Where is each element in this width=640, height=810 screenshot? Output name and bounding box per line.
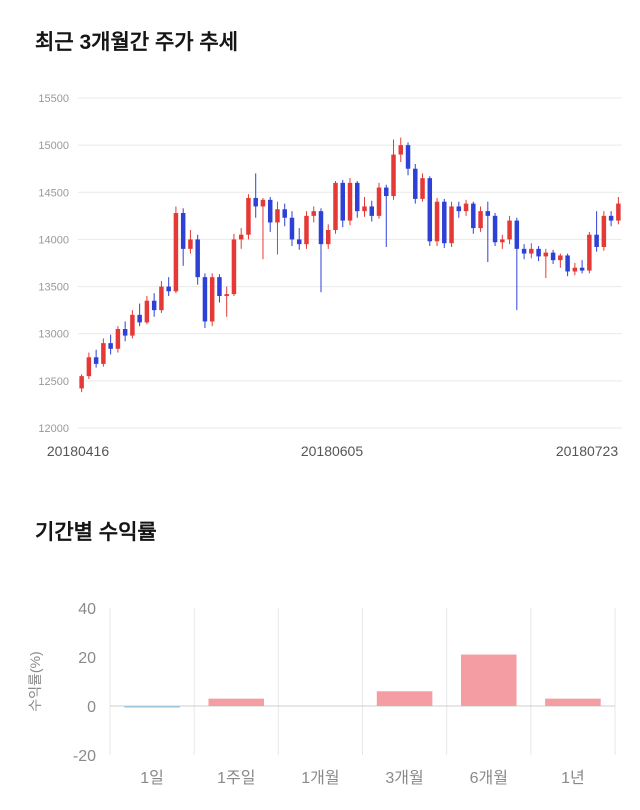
returns-chart-title: 기간별 수익률 <box>35 521 157 544</box>
price-chart-title: 최근 3개월간 주가 추세 <box>35 31 239 54</box>
candles <box>79 137 621 393</box>
returns-bars <box>124 654 601 708</box>
svg-text:14500: 14500 <box>38 187 69 199</box>
price-gridlines <box>78 97 622 429</box>
bar-6개월 <box>460 654 517 706</box>
svg-text:13500: 13500 <box>38 282 69 294</box>
bar-3개월 <box>376 691 433 706</box>
returns-ytick-labels: -20 0 20 40 <box>73 601 96 765</box>
candlestick-svg: 12000 12500 13000 13500 14000 14500 15000 15500… <box>38 93 622 459</box>
svg-text:0: 0 <box>87 699 96 716</box>
svg-text:1주일: 1주일 <box>217 769 255 787</box>
price-ytick-labels: 12000 12500 13000 13500 14000 14500 15000 15500 <box>38 93 69 435</box>
returns-gridlines <box>109 608 616 755</box>
price-xtick-labels: 20180416 20180605 20180723 <box>47 443 619 459</box>
svg-text:1개월: 1개월 <box>301 769 339 787</box>
returns-category-labels: 1일 1주일 1개월 3개월 6개월 1년 <box>140 769 584 787</box>
returns-ylabel: 수익률(%) <box>27 651 43 711</box>
svg-text:20: 20 <box>78 650 96 667</box>
svg-text:40: 40 <box>78 601 96 618</box>
price-candlestick-chart: 12000 12500 13000 13500 14000 14500 15000 15500… <box>0 78 640 464</box>
returns-bar-chart: -20 0 20 40 수익률(%) 1일 1주일 1개월 3개월 6개월 1년 <box>0 568 640 792</box>
svg-text:20180605: 20180605 <box>301 443 364 459</box>
svg-text:15500: 15500 <box>38 93 69 105</box>
returns-bar-svg: -20 0 20 40 수익률(%) 1일 1주일 1개월 3개월 6개월 1년 <box>27 601 616 787</box>
svg-text:13000: 13000 <box>38 329 69 341</box>
svg-text:12000: 12000 <box>38 423 69 435</box>
svg-text:1년: 1년 <box>561 769 585 787</box>
bar-1년 <box>545 698 601 706</box>
svg-text:12500: 12500 <box>38 376 69 388</box>
svg-text:20180723: 20180723 <box>556 443 619 459</box>
svg-text:15000: 15000 <box>38 140 69 152</box>
svg-text:6개월: 6개월 <box>470 769 508 787</box>
svg-text:-20: -20 <box>73 748 96 765</box>
bar-1주일 <box>208 698 265 706</box>
svg-text:20180416: 20180416 <box>47 443 110 459</box>
svg-text:3개월: 3개월 <box>385 769 423 787</box>
svg-text:1일: 1일 <box>140 769 164 787</box>
svg-text:14000: 14000 <box>38 234 69 246</box>
bar-1일 <box>124 706 180 708</box>
